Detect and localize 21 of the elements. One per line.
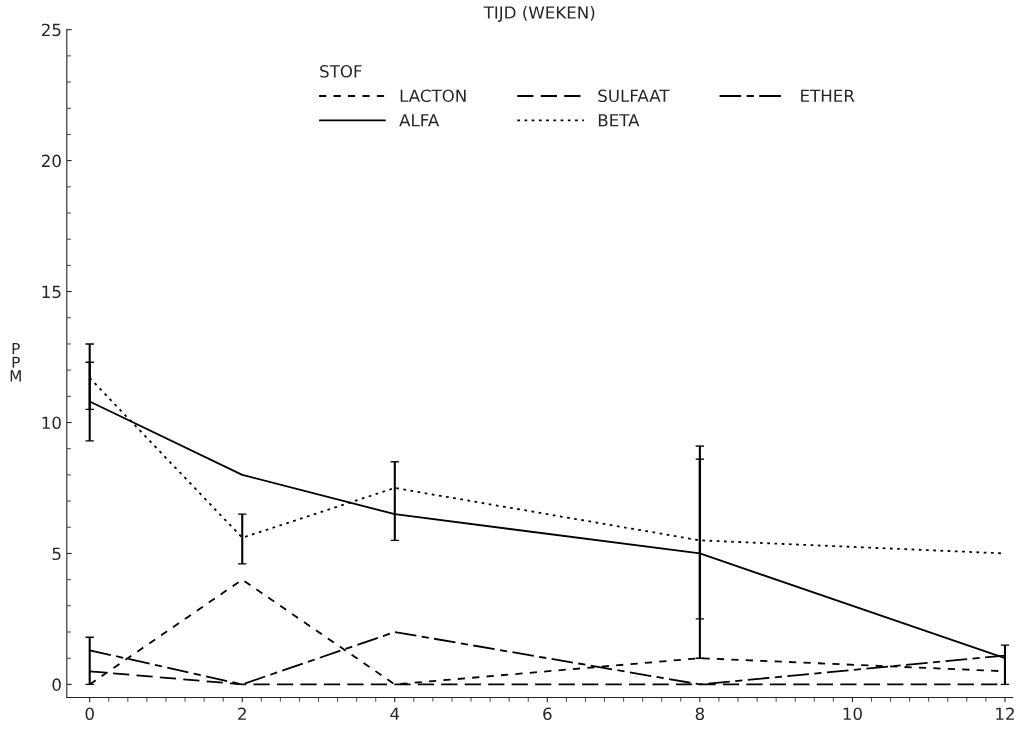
x-tick-label: 6 (543, 707, 552, 721)
y-tick-label: 15 (42, 285, 61, 299)
legend-title: STOF (320, 65, 362, 78)
x-tick-label: 12 (996, 707, 1014, 720)
x-tick-label: 2 (238, 707, 246, 720)
y-tick-label: 10 (42, 416, 61, 430)
legend-label: ETHER (801, 89, 855, 102)
y-tick-label: 5 (52, 547, 61, 561)
x-axis-title: TIJD (WEKEN) (483, 5, 595, 22)
legend-label: LACTON (400, 89, 466, 103)
legend-label: BETA (598, 114, 640, 127)
y-axis-title: PPM (10, 343, 21, 382)
x-tick-label: 8 (695, 707, 705, 721)
y-tick-label: 0 (52, 678, 61, 691)
y-tick-label: 25 (41, 23, 61, 37)
x-tick-label: 4 (390, 707, 400, 720)
x-tick-label: 0 (85, 707, 94, 721)
legend-label: ALFA (399, 114, 440, 127)
x-tick-label: 10 (843, 707, 862, 721)
y-tick-label: 20 (41, 154, 61, 168)
legend-label: SULFAAT (598, 89, 670, 103)
